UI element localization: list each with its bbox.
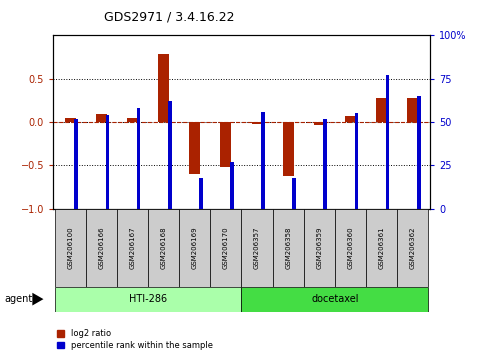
Bar [74, 119, 78, 209]
Text: GSM206170: GSM206170 [223, 227, 229, 269]
Bar [55, 287, 242, 312]
Bar [105, 115, 109, 209]
Bar [242, 209, 272, 287]
Bar [189, 122, 200, 174]
Bar [314, 122, 325, 125]
Bar [86, 209, 117, 287]
Bar [335, 209, 366, 287]
Bar [283, 122, 294, 176]
Text: HTI-286: HTI-286 [129, 294, 167, 304]
Text: GDS2971 / 3.4.16.22: GDS2971 / 3.4.16.22 [104, 11, 234, 24]
Bar [261, 112, 265, 209]
Text: GSM206169: GSM206169 [192, 227, 198, 269]
Bar [345, 116, 356, 122]
Bar [168, 101, 171, 209]
Text: GSM206359: GSM206359 [316, 227, 322, 269]
Bar [366, 209, 397, 287]
Bar [158, 55, 169, 122]
Bar [211, 209, 242, 287]
Bar [355, 113, 358, 209]
Bar [292, 178, 296, 209]
Bar [252, 122, 263, 124]
Bar [304, 209, 335, 287]
Bar [65, 118, 76, 122]
Bar [96, 114, 107, 122]
Bar [148, 209, 179, 287]
Legend: log2 ratio, percentile rank within the sample: log2 ratio, percentile rank within the s… [57, 329, 213, 350]
Text: GSM206167: GSM206167 [129, 227, 136, 269]
Text: GSM206168: GSM206168 [161, 227, 167, 269]
Text: docetaxel: docetaxel [311, 294, 359, 304]
Bar [376, 98, 387, 122]
Text: GSM206362: GSM206362 [410, 227, 416, 269]
Text: GSM206357: GSM206357 [254, 227, 260, 269]
Bar [220, 122, 231, 167]
Text: GSM206360: GSM206360 [347, 227, 354, 269]
Bar [397, 209, 428, 287]
Bar [127, 118, 138, 122]
Bar [324, 119, 327, 209]
Text: GSM206358: GSM206358 [285, 227, 291, 269]
Bar [117, 209, 148, 287]
Bar [137, 108, 141, 209]
Bar [242, 287, 428, 312]
Bar [407, 98, 418, 122]
Text: GSM206166: GSM206166 [99, 227, 104, 269]
Bar [386, 75, 389, 209]
Bar [417, 96, 421, 209]
Text: agent: agent [5, 294, 33, 304]
Bar [55, 209, 86, 287]
Text: GSM206361: GSM206361 [379, 227, 384, 269]
Bar [179, 209, 211, 287]
Text: GSM206100: GSM206100 [67, 227, 73, 269]
Bar [230, 162, 234, 209]
Bar [272, 209, 304, 287]
Bar [199, 178, 203, 209]
